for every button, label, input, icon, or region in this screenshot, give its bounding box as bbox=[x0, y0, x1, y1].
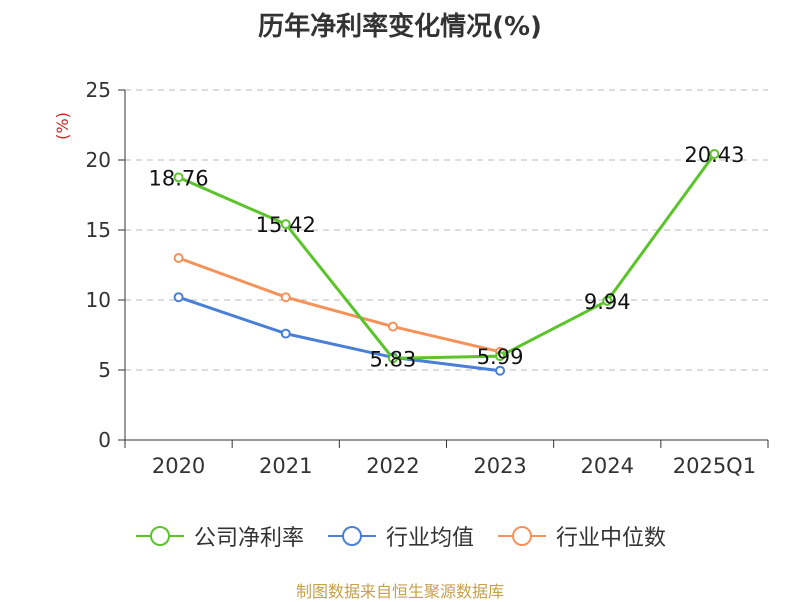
source-note: 制图数据来自恒生聚源数据库 bbox=[295, 582, 504, 601]
data-label: 5.99 bbox=[477, 345, 524, 369]
data-point bbox=[280, 328, 291, 339]
data-point bbox=[387, 353, 398, 364]
legend-item: 行业均值 bbox=[326, 520, 474, 552]
data-label: 15.42 bbox=[256, 213, 316, 237]
y-axis-label: (%) bbox=[53, 112, 72, 140]
x-tick-label: 2021 bbox=[259, 454, 312, 478]
legend-label: 行业均值 bbox=[385, 526, 474, 551]
series-line bbox=[178, 256, 501, 354]
x-tick-label: 2025Q1 bbox=[673, 454, 756, 478]
data-label: 9.94 bbox=[584, 290, 631, 314]
data-label: 18.76 bbox=[149, 166, 209, 190]
series-line bbox=[178, 295, 501, 373]
data-point bbox=[709, 148, 720, 159]
data-point bbox=[387, 321, 398, 332]
y-tick-label: 20 bbox=[86, 148, 111, 172]
data-label: 5.83 bbox=[370, 347, 417, 371]
x-tick-label: 2022 bbox=[366, 454, 419, 478]
y-tick-label: 15 bbox=[86, 218, 111, 242]
legend-item: 行业中位数 bbox=[496, 520, 666, 552]
y-tick-label: 25 bbox=[86, 78, 111, 102]
series-layer bbox=[173, 148, 720, 376]
legend: 公司净利率 行业均值 行业中位数 bbox=[0, 520, 800, 552]
data-point bbox=[495, 365, 506, 376]
axis-layer: 0 5 10 15 20 25 (%) 2020 2021 2022 2023 2024 2025Q1 bbox=[53, 78, 769, 478]
data-point bbox=[280, 292, 291, 303]
legend-marker-icon bbox=[498, 526, 546, 546]
series-line bbox=[177, 153, 716, 360]
label-layer: 18.76 15.42 5.83 5.99 9.94 20.43 bbox=[149, 143, 745, 371]
legend-label: 行业中位数 bbox=[556, 526, 667, 551]
data-point bbox=[173, 292, 184, 303]
data-point bbox=[280, 219, 291, 230]
chart-title: 历年净利率变化情况(%) bbox=[258, 12, 542, 42]
legend-marker-icon bbox=[327, 526, 376, 546]
x-tick-label: 2023 bbox=[473, 454, 526, 478]
data-label: 20.43 bbox=[684, 143, 744, 167]
y-tick-label: 5 bbox=[98, 358, 111, 382]
data-point bbox=[602, 295, 613, 306]
legend-marker-icon bbox=[135, 526, 184, 546]
x-tick-label: 2024 bbox=[581, 454, 634, 478]
data-point bbox=[495, 351, 506, 362]
x-tick-label: 2020 bbox=[152, 454, 205, 478]
data-point bbox=[173, 253, 184, 263]
data-point bbox=[173, 172, 184, 183]
y-tick-label: 10 bbox=[86, 288, 111, 312]
legend-item: 公司净利率 bbox=[134, 520, 304, 552]
legend-label: 公司净利率 bbox=[193, 526, 304, 551]
y-tick-label: 0 bbox=[98, 428, 111, 452]
grid-layer bbox=[125, 89, 768, 371]
